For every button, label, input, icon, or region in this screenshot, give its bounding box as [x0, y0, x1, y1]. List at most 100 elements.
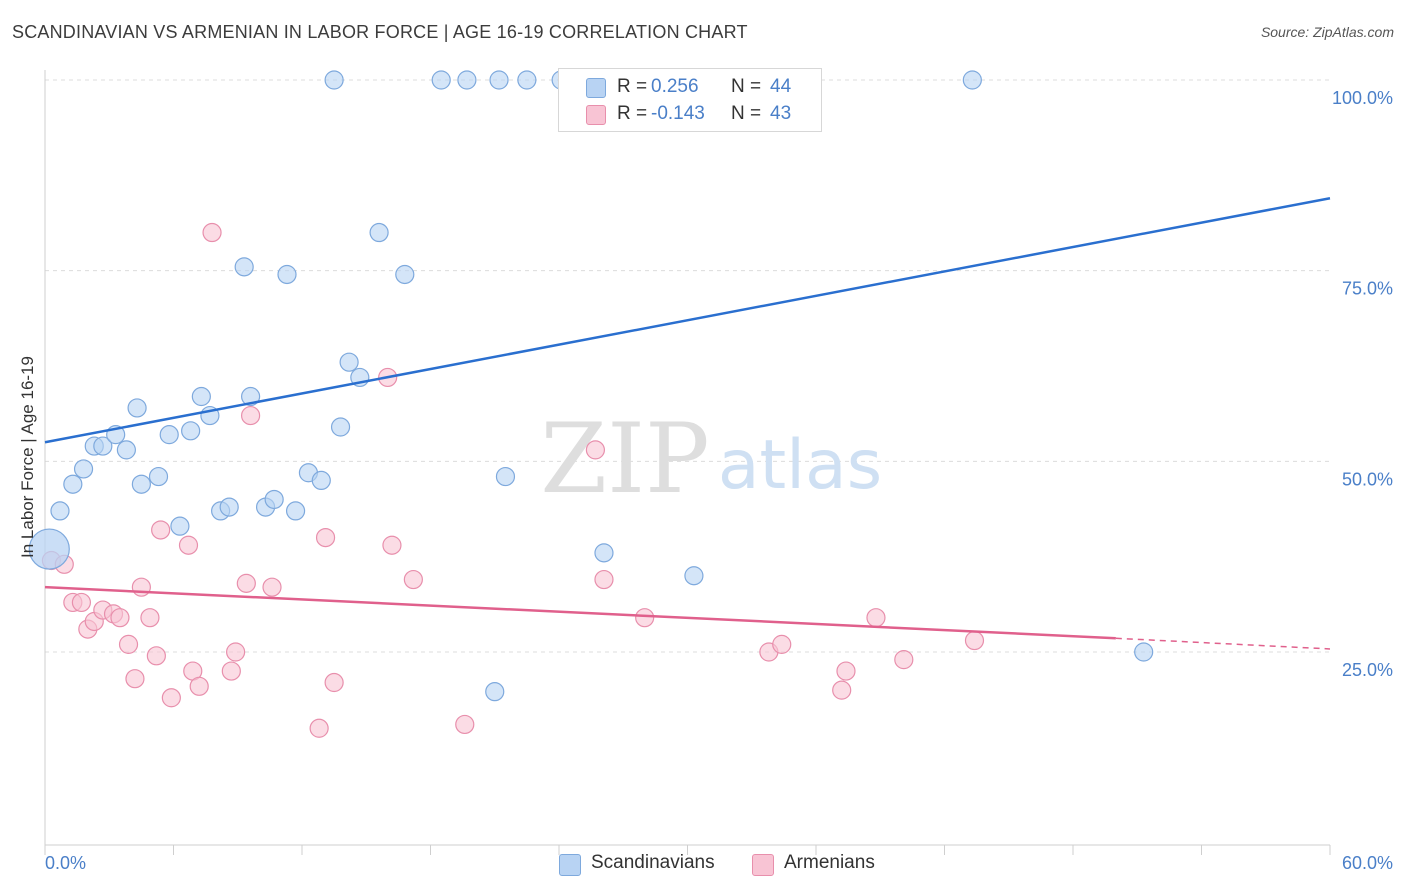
- trendlines: [44, 196, 1331, 650]
- scandinavians-point: [457, 70, 477, 90]
- watermark: ZIP atlas: [540, 403, 882, 515]
- armenians-point: [236, 573, 256, 593]
- armenians-point: [241, 405, 261, 426]
- bottom-legend-swatch-pink: [752, 854, 774, 876]
- x-tick-label-max: 60.0%: [1342, 853, 1393, 873]
- scandinavians-point: [489, 70, 509, 90]
- scandinavians-point: [241, 386, 261, 407]
- armenians-trendline: [44, 585, 1116, 640]
- armenians-point: [635, 608, 655, 628]
- scandinavians-point: [131, 474, 151, 494]
- armenians-point: [178, 535, 199, 555]
- armenians-point: [125, 669, 145, 689]
- scandinavians-point: [330, 417, 351, 437]
- armenians-point: [151, 520, 171, 540]
- legend-swatch-pink: [586, 105, 606, 125]
- axes: [44, 70, 1331, 855]
- grid-lines: [45, 79, 1330, 653]
- scandinavians-point: [28, 528, 70, 570]
- armenians-point: [309, 718, 329, 738]
- scandinavians-point: [485, 682, 505, 702]
- chart-title: SCANDINAVIAN VS ARMENIAN IN LABOR FORCE …: [12, 22, 748, 42]
- x-tick-label-min: 0.0%: [45, 853, 86, 873]
- legend-n-value: 44: [770, 76, 792, 97]
- watermark-zip: ZIP: [540, 403, 709, 515]
- bottom-legend-label: Scandinavians: [591, 852, 715, 873]
- armenians-point: [110, 608, 130, 628]
- scandinavians-point: [93, 436, 113, 456]
- scandinavians-point: [159, 425, 179, 445]
- scandinavians-point: [50, 501, 70, 521]
- scandinavians-point: [962, 70, 982, 90]
- legend-row-armenians: R = -0.143 N = 43: [559, 101, 821, 127]
- legend-n-label: N =: [731, 76, 762, 97]
- scandinavians-point: [63, 474, 83, 494]
- legend-n-value: 43: [770, 103, 792, 124]
- armenians-point: [866, 608, 886, 628]
- scandinavians-point: [170, 516, 190, 536]
- scandinavians-point: [1134, 642, 1154, 662]
- scandinavians-point: [339, 352, 359, 372]
- scandinavians-point: [495, 466, 516, 487]
- armenians-point: [140, 608, 160, 628]
- scandinavians-point: [684, 566, 704, 586]
- armenians-point: [131, 577, 151, 597]
- legend-n-label: N =: [731, 103, 762, 124]
- scandinavians-point: [517, 70, 537, 90]
- scandinavians-point: [148, 466, 169, 487]
- scandinavians-point: [277, 264, 297, 285]
- scandinavians-point: [594, 543, 614, 563]
- armenians-point: [836, 661, 856, 681]
- armenians-points: [41, 222, 985, 738]
- armenians-point: [324, 672, 344, 693]
- scandinavians-point: [431, 70, 451, 90]
- scandinavians-point: [116, 440, 136, 460]
- armenians-trendline-extension: [1115, 637, 1331, 650]
- armenians-point: [146, 646, 166, 666]
- scandinavians-point: [127, 398, 147, 418]
- armenians-point: [585, 440, 606, 460]
- scandinavians-point: [219, 497, 239, 517]
- scandinavians-point: [191, 386, 211, 407]
- y-tick-label: 100.0%: [1332, 88, 1393, 108]
- scandinavians-point: [311, 470, 331, 490]
- scandinavians-point: [395, 264, 415, 285]
- y-axis-label: In Labor Force | Age 16-19: [18, 356, 37, 558]
- armenians-point: [403, 569, 423, 590]
- source-label: Source: ZipAtlas.com: [1260, 24, 1394, 40]
- scandinavians-point: [234, 257, 254, 277]
- legend-r-label: R =: [617, 103, 648, 124]
- armenians-point: [161, 688, 181, 708]
- scandinavians-trendline: [44, 196, 1331, 444]
- armenians-point: [894, 650, 914, 670]
- armenians-point: [594, 569, 614, 590]
- armenians-point: [964, 630, 985, 651]
- armenians-point: [189, 676, 209, 696]
- armenians-point: [226, 642, 246, 662]
- armenians-point: [315, 527, 336, 548]
- armenians-point: [772, 634, 792, 654]
- armenians-point: [832, 680, 852, 700]
- scandinavians-point: [324, 70, 344, 90]
- armenians-point: [262, 577, 282, 597]
- bottom-legend-swatch-blue: [559, 854, 581, 876]
- legend-row-scandinavians: R = 0.256 N = 44: [559, 74, 821, 100]
- legend-r-value: -0.143: [651, 103, 705, 124]
- legend-swatch-blue: [586, 78, 606, 98]
- stats-legend: R = 0.256 N = 44 R = -0.143 N = 43: [558, 68, 822, 132]
- y-tick-label: 75.0%: [1342, 279, 1393, 299]
- y-tick-label: 25.0%: [1342, 660, 1393, 680]
- scandinavians-point: [264, 489, 284, 510]
- armenians-point: [221, 661, 241, 681]
- watermark-atlas: atlas: [718, 426, 882, 505]
- armenians-point: [382, 535, 402, 555]
- legend-r-value: 0.256: [651, 76, 699, 97]
- scandinavians-point: [181, 421, 201, 441]
- armenians-point: [118, 634, 139, 654]
- scandinavians-point: [73, 459, 94, 479]
- scandinavians-point: [369, 222, 389, 243]
- bottom-legend-label: Armenians: [784, 852, 875, 873]
- scandinavians-points: [28, 70, 1154, 702]
- armenians-point: [202, 222, 222, 243]
